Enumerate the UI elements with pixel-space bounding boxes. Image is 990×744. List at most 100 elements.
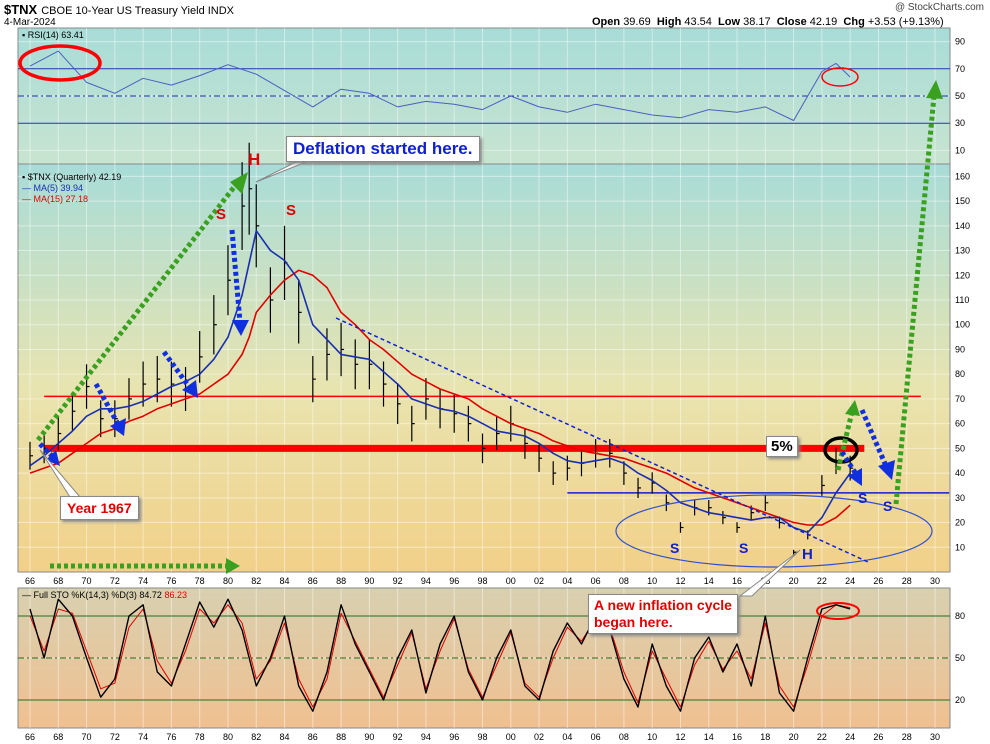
x-tick-label-bottom: 96 (449, 732, 459, 742)
x-tick-label: 30 (930, 576, 940, 586)
y-tick-label: 20 (955, 695, 965, 705)
x-tick-label: 06 (591, 576, 601, 586)
grid (18, 28, 950, 728)
brand-label: @ StockCharts.com (894, 2, 984, 13)
y-tick-label: 40 (955, 468, 965, 478)
x-tick-label: 84 (280, 576, 290, 586)
x-tick-label: 74 (138, 576, 148, 586)
x-tick-label-bottom: 00 (506, 732, 516, 742)
x-tick-label: 72 (110, 576, 120, 586)
ma5-line (29, 230, 851, 534)
y-tick-label: 150 (955, 196, 970, 206)
x-tick-label: 70 (82, 576, 92, 586)
shoulder-left-label: S (216, 206, 227, 223)
reference-lines (18, 68, 950, 701)
x-tick-label-bottom: 84 (280, 732, 290, 742)
x-tick-label-bottom: 04 (562, 732, 572, 742)
year-callout: Year 1967 (60, 496, 139, 520)
x-tick-label-bottom: 98 (477, 732, 487, 742)
x-tick-label-bottom: 74 (138, 732, 148, 742)
x-tick-label-bottom: 76 (166, 732, 176, 742)
y-tick-label: 70 (955, 64, 965, 74)
x-tick-label-bottom: 94 (421, 732, 431, 742)
x-tick-label-bottom: 72 (110, 732, 120, 742)
x-tick-label: 16 (732, 576, 742, 586)
y-tick-label: 90 (955, 344, 965, 354)
y-tick-label: 50 (955, 443, 965, 453)
ma15-legend: — MA(15) 27.18 (22, 194, 89, 204)
y-tick-label: 60 (955, 419, 965, 429)
tick-labels: 66 66 68 68 70 70 72 72 74 74 76 76 78 78 80 80 82 82 84 84… (25, 37, 970, 742)
shoulder-r2-label: S (883, 498, 893, 514)
x-tick-label: 22 (817, 576, 827, 586)
bottom-ellipse (615, 494, 933, 568)
y-tick-label: 80 (955, 369, 965, 379)
x-tick-label: 14 (704, 576, 714, 586)
x-tick-label: 90 (364, 576, 374, 586)
x-tick-label: 28 (902, 576, 912, 586)
x-tick-label-bottom: 30 (930, 732, 940, 742)
x-tick-label: 92 (393, 576, 403, 586)
x-tick-label-bottom: 12 (675, 732, 685, 742)
series-layer (29, 50, 854, 712)
green-arrow-bottom-head (226, 558, 240, 574)
x-tick-label-bottom: 20 (789, 732, 799, 742)
shoulder-right-label: S (286, 202, 297, 219)
x-tick-label: 08 (619, 576, 629, 586)
shoulder-bl-label: S (670, 540, 680, 556)
x-tick-label-bottom: 90 (364, 732, 374, 742)
x-tick-label-bottom: 08 (619, 732, 629, 742)
green-arrow-up-left-head (230, 172, 248, 194)
price-legend: ▪ $TNX (Quarterly) 42.19 (22, 172, 122, 182)
x-tick-label-bottom: 16 (732, 732, 742, 742)
x-tick-label: 68 (53, 576, 63, 586)
x-tick-label: 82 (251, 576, 261, 586)
head-bottom-label: H (802, 546, 813, 563)
x-tick-label-bottom: 10 (647, 732, 657, 742)
blue-arrow-5-head (848, 468, 862, 486)
sto-legend: — Full STO %K(14,3) %D(3) 84.72 86.23 (22, 590, 187, 600)
blue-arrow-2-head (110, 418, 126, 436)
price-panel (17, 163, 951, 573)
x-tick-label-bottom: 14 (704, 732, 714, 742)
y-tick-label: 70 (955, 394, 965, 404)
deflation-pointer (255, 161, 307, 183)
x-tick-label: 76 (166, 576, 176, 586)
x-tick-label: 94 (421, 576, 431, 586)
x-tick-label: 00 (506, 576, 516, 586)
y-tick-label: 110 (955, 295, 969, 305)
x-tick-label: 26 (873, 576, 883, 586)
sto-right-oval (816, 602, 860, 620)
y-tick-label: 90 (955, 37, 965, 47)
x-tick-label-bottom: 82 (251, 732, 261, 742)
blue-arrow-5 (839, 450, 859, 476)
annotation-marks (18, 44, 943, 620)
x-tick-label: 98 (477, 576, 487, 586)
green-arrow-big (893, 95, 937, 505)
y-tick-label: 100 (955, 320, 970, 330)
y-tick-label: 10 (955, 542, 965, 552)
y-tick-label: 30 (955, 493, 965, 503)
x-tick-label: 20 (789, 576, 799, 586)
sto-k-line (29, 598, 851, 712)
blue-arrow-6-head (878, 460, 895, 480)
x-tick-label-bottom: 88 (336, 732, 346, 742)
x-tick-label-bottom: 68 (53, 732, 63, 742)
rsi-legend: ▪ RSI(14) 63.41 (22, 30, 84, 40)
ma15-line (29, 269, 851, 526)
x-tick-label: 04 (562, 576, 572, 586)
blue-arrow-1-head (46, 450, 60, 466)
y-tick-label: 20 (955, 518, 965, 528)
x-tick-label: 66 (25, 576, 35, 586)
x-tick-label: 78 (195, 576, 205, 586)
y-tick-label: 10 (955, 145, 965, 155)
green-arrow-small (835, 411, 855, 471)
chart-date: 4-Mar-2024 (4, 17, 56, 28)
y-tick-label: 80 (955, 611, 965, 621)
x-tick-label-bottom: 70 (82, 732, 92, 742)
y-tick-label: 50 (955, 653, 965, 663)
rsi-right-oval (821, 67, 859, 87)
shoulder-bm-label: S (739, 540, 749, 556)
x-tick-label: 10 (647, 576, 657, 586)
